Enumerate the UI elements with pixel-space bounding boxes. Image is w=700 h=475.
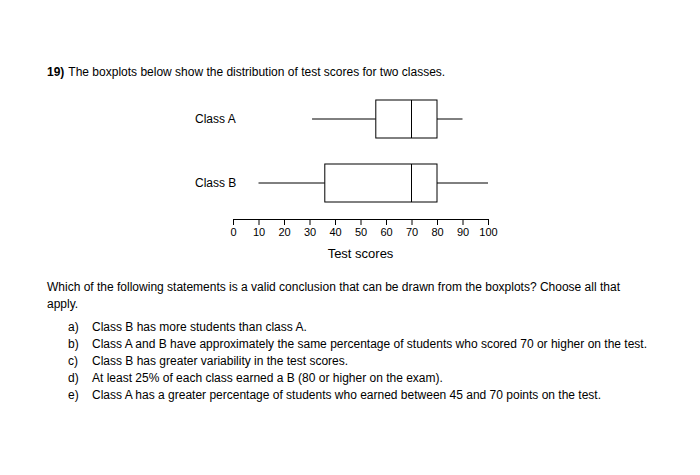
tick: 90 — [457, 219, 469, 238]
median — [411, 100, 412, 138]
box — [376, 100, 437, 138]
plot-area — [259, 100, 489, 202]
tick: 10 — [253, 219, 265, 238]
tick-mark — [233, 219, 234, 225]
tick: 40 — [329, 219, 341, 238]
tick-label: 30 — [304, 226, 316, 238]
option-text: Class A and B have approximately the sam… — [92, 336, 648, 353]
tick-label: 20 — [278, 226, 290, 238]
option-letter: b) — [68, 336, 79, 353]
option-text: At least 25% of each class earned a B (8… — [92, 370, 648, 387]
tick-mark — [488, 219, 489, 225]
category-label: Class A — [195, 112, 236, 126]
box — [325, 164, 437, 202]
option-letter: a) — [68, 319, 79, 336]
option-text: Class B has more students than class A. — [92, 319, 648, 336]
tick-label: 100 — [479, 226, 497, 238]
tick: 0 — [230, 219, 236, 238]
boxplot — [259, 164, 489, 202]
tick-label: 50 — [355, 226, 367, 238]
boxplot — [312, 100, 462, 138]
question-number: 19) — [47, 65, 64, 79]
tick-mark — [463, 219, 464, 225]
whisker-high — [437, 183, 488, 184]
tick: 80 — [431, 219, 443, 238]
option-letter: e) — [68, 387, 79, 404]
tick-label: 60 — [380, 226, 392, 238]
tick: 70 — [406, 219, 418, 238]
prompt: Which of the following statements is a v… — [47, 279, 652, 313]
tick: 60 — [380, 219, 392, 238]
tick-mark — [259, 219, 260, 225]
axis-title: Test scores — [328, 246, 394, 261]
tick-label: 0 — [230, 226, 236, 238]
tick-mark — [437, 219, 438, 225]
option-text: Class A has a greater percentage of stud… — [92, 387, 648, 404]
tick-mark — [386, 219, 387, 225]
tick-label: 10 — [253, 226, 265, 238]
whisker-high — [437, 119, 463, 120]
tick-label: 70 — [406, 226, 418, 238]
tick: 100 — [479, 219, 497, 238]
tick-mark — [335, 219, 336, 225]
tick-label: 80 — [431, 226, 443, 238]
tick: 50 — [355, 219, 367, 238]
tick: 30 — [304, 219, 316, 238]
tick-label: 90 — [457, 226, 469, 238]
tick-mark — [310, 219, 311, 225]
tick-mark — [284, 219, 285, 225]
tick-label: 40 — [329, 226, 341, 238]
tick-mark — [412, 219, 413, 225]
x-axis: 0 10 20 30 40 50 60 70 80 90 100 — [230, 219, 497, 238]
option-text: Class B has greater variability in the t… — [92, 353, 648, 370]
whisker-low — [259, 183, 325, 184]
question-text: The boxplots below show the distribution… — [68, 65, 445, 79]
whisker-low — [312, 119, 376, 120]
option-letter: d) — [68, 370, 79, 387]
option-letter: c) — [68, 353, 78, 370]
median — [411, 164, 412, 202]
category-label: Class B — [195, 176, 236, 190]
question: 19) The boxplots below show the distribut… — [47, 64, 667, 81]
tick-mark — [361, 219, 362, 225]
tick: 20 — [278, 219, 290, 238]
